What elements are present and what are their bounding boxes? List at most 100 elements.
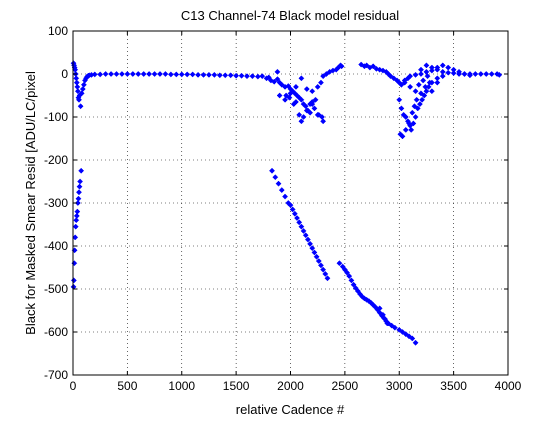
data-point [350,281,357,288]
data-point [317,262,324,269]
data-point [398,105,405,112]
data-point [108,71,115,77]
data-point [413,96,420,103]
data-point [428,64,435,71]
data-point [74,88,81,95]
data-point [312,96,319,103]
data-point [419,96,426,103]
data-point [74,208,81,215]
data-point [272,174,279,181]
data-point [275,180,282,187]
data-point [322,270,329,277]
data-point [77,103,84,110]
data-point [399,133,406,140]
data-point [303,107,310,114]
x-tick-label: 4000 [495,379,522,393]
x-axis-label: relative Cadence # [236,402,345,417]
data-point [244,73,250,80]
data-point [211,71,218,78]
y-tick-label: 0 [61,67,68,81]
data-point [78,90,85,97]
data-point [296,111,303,118]
data-point [289,206,296,213]
data-point [102,71,109,77]
data-point [376,66,383,73]
data-point [409,335,416,342]
data-point [358,61,365,68]
data-point [387,73,394,80]
data-point [73,217,80,224]
data-point [412,71,419,78]
data-point [416,101,423,108]
data-point [423,62,430,69]
data-point [410,120,417,127]
data-point [300,227,307,234]
data-point [302,232,309,239]
data-point [445,64,452,71]
data-point [238,72,245,79]
y-tick-label: -200 [44,153,68,167]
data-point [309,101,316,108]
data-point [227,72,234,79]
data-point [267,77,274,84]
data-point [320,266,327,273]
data-point [317,79,324,86]
data-point [124,71,131,77]
data-point [315,111,322,118]
data-point [292,83,299,90]
data-point [76,96,82,103]
data-point [314,83,321,90]
data-point [146,71,153,77]
data-point [418,71,424,77]
data-point [129,71,136,77]
data-point [287,202,294,209]
data-point [406,120,412,127]
data-point [450,66,457,73]
data-point [402,331,409,338]
data-point [315,258,322,265]
data-point [282,96,289,103]
data-point [80,81,87,88]
data-point [407,83,414,90]
x-tick-label: 2500 [332,379,359,393]
data-point [200,71,207,78]
data-point [167,71,174,78]
data-point [184,71,191,78]
data-point [412,339,419,346]
data-point [472,71,479,77]
data-point [402,114,409,120]
data-point [296,219,303,226]
x-tick-label: 0 [70,379,77,393]
data-point [313,253,320,260]
data-point [407,73,414,80]
data-point [282,193,289,200]
data-point [311,249,318,256]
x-tick-label: 500 [117,379,137,393]
data-point [290,101,297,108]
y-tick-label: -500 [44,282,68,296]
data-point [379,67,386,74]
data-point [309,245,316,252]
data-point [434,79,441,86]
data-point [428,88,435,95]
data-point [304,236,311,243]
data-point [298,75,305,82]
y-tick-label: 100 [48,24,68,38]
data-point [173,71,180,78]
data-point [424,73,431,80]
data-point [283,92,290,99]
axis-ticks: 0 500 1000 1500 2000 2500 3000 3500 4000-700-600… [44,24,522,393]
chart-title: C13 Channel-74 Black model residual [181,8,399,23]
data-point [439,62,446,69]
data-point [298,223,305,230]
data-point [411,103,418,110]
data-point [384,320,391,327]
data-point [415,81,422,88]
data-point [278,81,285,88]
data-point [249,73,256,80]
data-point [151,71,158,77]
data-point [74,200,81,206]
data-point [483,71,490,77]
data-point [72,223,79,230]
